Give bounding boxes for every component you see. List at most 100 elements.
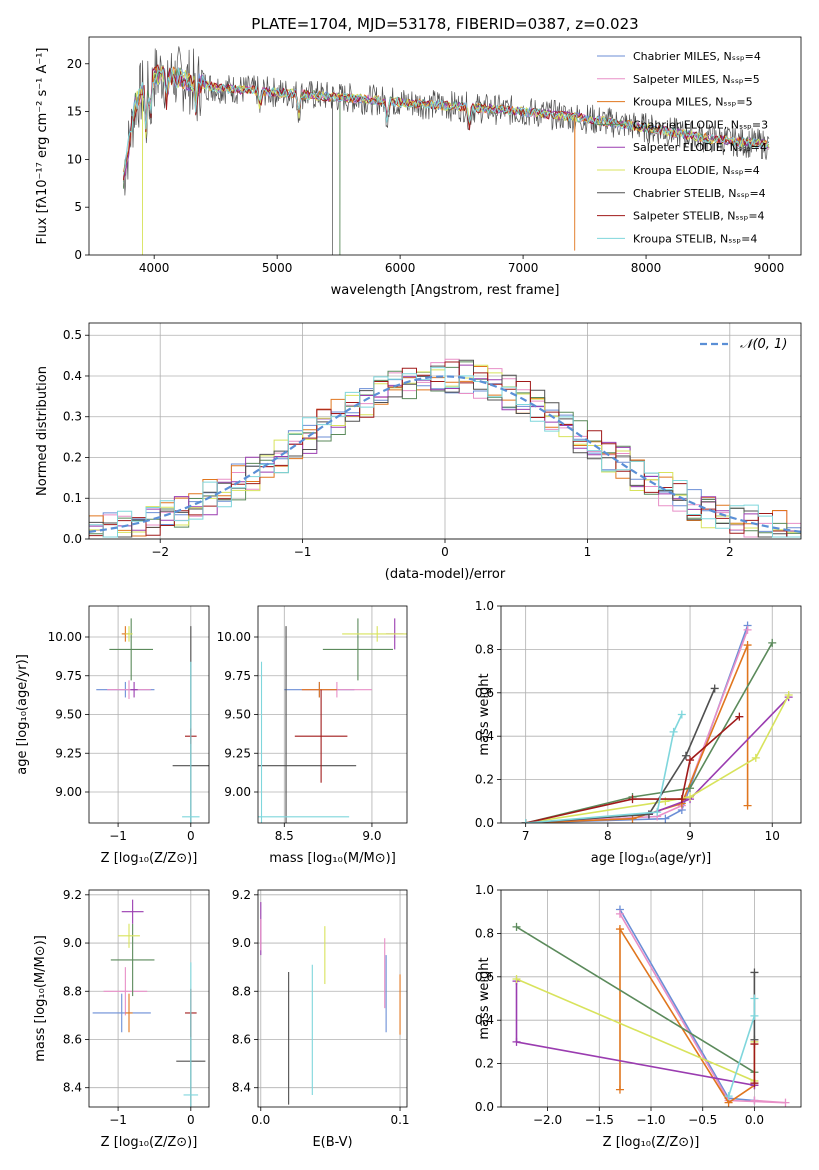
weight-point-marker [735, 712, 744, 721]
x-tick-label: 8.5 [275, 829, 294, 843]
y-axis-label: mass weight [477, 957, 492, 1039]
legend-label: Chabrier MILES, Nₛₛₚ=4 [633, 50, 761, 63]
weight-point-marker [743, 625, 752, 634]
legend-label: Kroupa ELODIE, Nₛₛₚ=4 [633, 164, 760, 177]
y-tick-label: 9.00 [224, 785, 251, 799]
weight-point-marker [750, 1011, 759, 1020]
y-tick-label: 0.2 [63, 450, 82, 464]
weight-point-marker [677, 795, 686, 804]
legend-label: Kroupa MILES, Nₛₛₚ=5 [633, 96, 753, 109]
weight-point-marker [615, 925, 624, 934]
x-tick-label: 1 [584, 545, 592, 559]
weight-point-marker [628, 795, 637, 804]
plot-area [89, 358, 801, 538]
y-tick-label: 5 [74, 200, 82, 214]
y-tick-label: 8.4 [232, 1081, 251, 1095]
plot-area [96, 618, 209, 823]
x-axis-label: (data-model)/error [385, 567, 506, 582]
weight-series-line [619, 926, 755, 1104]
x-tick-label: 0 [187, 1113, 195, 1127]
axes-frame [88, 322, 802, 540]
normal-reference-curve [89, 375, 801, 533]
x-tick-label: 0 [441, 545, 449, 559]
weight-point-marker [750, 994, 759, 1003]
weight-series-line [516, 978, 756, 1083]
weight-point-marker [743, 801, 752, 810]
x-tick-label: −1.0 [636, 1113, 665, 1127]
weight-point-marker [615, 909, 624, 918]
figure-title: PLATE=1704, MJD=53178, FIBERID=0387, z=0… [251, 15, 638, 33]
y-tick-label: 1.0 [475, 883, 494, 897]
y-tick-label: 9.25 [224, 746, 251, 760]
y-tick-label: 9.50 [224, 708, 251, 722]
panel-spectrum: 4000 5000 6000 7000 8000 9000 0 5 10 15 20 waveleng… [35, 36, 802, 298]
weight-point-marker [750, 1096, 759, 1105]
weight-point-marker [750, 1040, 759, 1049]
plot-area [260, 902, 401, 1105]
y-tick-label: 0.2 [475, 773, 494, 787]
panel-residual-histogram: −2 −1 0 1 2 0.0 0.1 0.2 0.3 0.4 0.5 (data-model)/er… [35, 322, 802, 582]
weight-series-line [516, 926, 755, 1073]
y-tick-label: 0.0 [63, 532, 82, 546]
y-axis-label: Flux [fλ10⁻¹⁷ erg cm⁻² s⁻¹ A⁻¹] [35, 48, 50, 245]
x-tick-label: 2 [726, 545, 734, 559]
y-tick-label: 0.5 [63, 328, 82, 342]
weight-point-marker [686, 756, 695, 765]
axes-frame [500, 889, 802, 1108]
legend-label: 𝒩(0, 1) [740, 337, 787, 352]
y-tick-label: 9.2 [63, 888, 82, 902]
y-tick-label: 8.6 [232, 1032, 251, 1046]
weight-series-line [619, 913, 786, 1104]
panel-mass-weight-vs-Z: −2.0 −1.5 −1.0 −0.5 0.0 0.0 0.2 0.4 0.6 0.8 1.0 Z [… [475, 883, 802, 1150]
y-tick-label: 9.00 [55, 785, 82, 799]
weight-point-marker [681, 751, 690, 760]
weight-point-marker [653, 808, 662, 817]
panel-age-vs-mass: 8.5 9.0 9.00 9.25 9.50 9.75 10.00 mass [log₁₀(M… [217, 605, 408, 866]
weight-point-marker [512, 922, 521, 931]
x-axis-label: age [log₁₀(age/yr)] [591, 851, 712, 866]
x-tick-label: 0.0 [745, 1113, 764, 1127]
weight-point-marker [724, 1092, 733, 1101]
y-axis-label: mass [log₁₀(M/M⊙)] [33, 935, 48, 1062]
y-tick-label: 0.0 [475, 1100, 494, 1114]
legend-label: Kroupa STELIB, Nₛₛₚ=4 [633, 232, 757, 245]
x-tick-label: 9000 [754, 261, 785, 275]
y-tick-label: 9.25 [55, 746, 82, 760]
legend-label: Salpeter MILES, Nₛₛₚ=5 [633, 73, 760, 86]
x-tick-label: −2.0 [533, 1113, 562, 1127]
y-tick-label: 8.4 [63, 1081, 82, 1095]
weight-point-marker [669, 727, 678, 736]
spectrum-series-line [122, 67, 770, 175]
axes-frame [500, 605, 802, 824]
x-axis-label: Z [log₁₀(Z/Z⊙)] [603, 1135, 700, 1150]
weight-point-marker [521, 819, 530, 823]
weight-point-marker [512, 1037, 521, 1046]
plot-area [92, 899, 206, 1107]
x-tick-label: 0 [187, 829, 195, 843]
legend-label: Salpeter ELODIE, Nₛₛₚ=4 [633, 141, 767, 154]
weight-point-marker [686, 784, 695, 793]
axes-frame [257, 889, 408, 1108]
y-tick-label: 0.6 [475, 686, 494, 700]
x-tick-label: 8000 [631, 261, 662, 275]
y-tick-label: 0.8 [475, 926, 494, 940]
weight-point-marker [784, 690, 793, 699]
weight-point-marker [750, 1079, 759, 1088]
y-tick-label: 0.8 [475, 642, 494, 656]
x-tick-label: 6000 [385, 261, 416, 275]
x-axis-label: Z [log₁₀(Z/Z⊙)] [101, 851, 198, 866]
axes-frame [88, 889, 210, 1108]
legend-label: Salpeter STELIB, Nₛₛₚ=4 [633, 210, 765, 223]
x-tick-label: −1.5 [585, 1113, 614, 1127]
weight-point-marker [781, 1098, 790, 1107]
weight-series-line [525, 642, 773, 823]
axes-frame [257, 605, 408, 824]
y-tick-label: 0.1 [63, 491, 82, 505]
weight-point-marker [743, 641, 752, 650]
panel-age-vs-Z: −1 0 9.00 9.25 9.50 9.75 10.00 Z [log₁₀(Z/Z⊙)] a… [15, 605, 210, 866]
weight-point-marker [677, 710, 686, 719]
y-axis-label: Normed distribution [35, 366, 50, 496]
panel-mass-vs-Z: −1 0 8.4 8.6 8.8 9.0 9.2 Z [log₁₀(Z/Z⊙)] mass [l… [33, 888, 210, 1150]
histogram-series [89, 367, 801, 538]
